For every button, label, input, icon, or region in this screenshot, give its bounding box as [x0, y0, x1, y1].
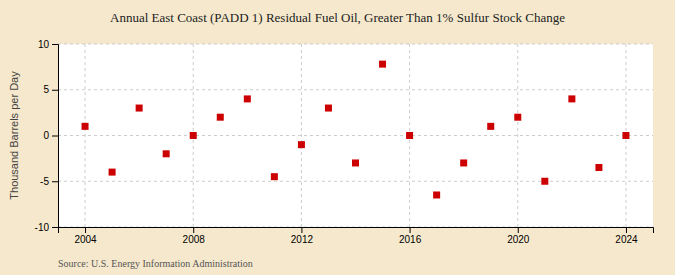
x-axis-tick: 2020: [507, 227, 530, 245]
x-axis-tick-label: 2024: [615, 234, 638, 245]
point: [406, 132, 413, 139]
background: [0, 0, 675, 275]
y-axis-tick-label: -5: [40, 176, 49, 187]
chart: Annual East Coast (PADD 1) Residual Fuel…: [0, 0, 675, 275]
x-axis-tick-mark: [518, 227, 519, 233]
plot-background: [58, 44, 653, 227]
y-axis-tick: 10: [38, 39, 58, 50]
point: [352, 159, 359, 166]
y-axis-tick: -5: [40, 176, 58, 187]
x-axis-tick-mark: [626, 227, 627, 233]
points: [82, 61, 630, 199]
point: [298, 141, 305, 148]
x-axis-tick-label: 2012: [291, 234, 314, 245]
y-axis-tick-label: 5: [43, 84, 49, 95]
grid-line-x: [301, 44, 302, 227]
x-axis-tick-label: 2016: [399, 234, 422, 245]
grid-line-x: [517, 44, 518, 227]
x-axis-tick-label: 2004: [74, 234, 97, 245]
y-axis-line: [52, 45, 59, 228]
point: [514, 114, 521, 121]
x-axis-tick: 2012: [291, 227, 314, 245]
y-axis-tick-mark: [52, 90, 58, 91]
x-axis-tick-mark: [410, 227, 411, 233]
grid: [58, 44, 653, 227]
y-axis-tick-label: -10: [35, 222, 50, 233]
point: [487, 123, 494, 130]
x-axis-tick-mark: [85, 227, 86, 233]
y-axis-tick-mark: [52, 181, 58, 182]
point: [82, 123, 89, 130]
x-axis-tick-label: 2020: [507, 234, 530, 245]
point: [595, 164, 602, 171]
x-axis-tick: 2016: [399, 227, 422, 245]
point: [136, 105, 143, 112]
x-axis-tick-mark: [193, 227, 194, 233]
point: [433, 191, 440, 198]
point: [244, 95, 251, 102]
point: [163, 150, 170, 157]
point: [271, 173, 278, 180]
x-axis-tick: 2008: [183, 227, 206, 245]
point: [190, 132, 197, 139]
grid-line-y: [58, 181, 653, 182]
y-axis: -10 -5 0 5 10: [35, 39, 59, 233]
x-axis-tick-mark: [301, 227, 302, 233]
point: [325, 105, 332, 112]
y-axis-tick-label: 0: [43, 130, 49, 141]
point: [109, 169, 116, 176]
point: [568, 95, 575, 102]
x-axis-tick-label: 2008: [183, 234, 206, 245]
grid-line-y: [58, 44, 653, 45]
x-axis-tick: 2024: [615, 227, 638, 245]
point: [622, 132, 629, 139]
grid-line-y: [58, 89, 653, 90]
title: Annual East Coast (PADD 1) Residual Fuel…: [110, 10, 565, 25]
point: [460, 159, 467, 166]
point: [379, 61, 386, 68]
y-axis-tick: 0: [43, 130, 58, 141]
y-axis-tick-mark: [52, 227, 58, 228]
y-axis-tick: 5: [43, 84, 58, 95]
grid-line-y: [58, 135, 653, 136]
x-axis: 2004 2008 2012 2016 2020 2024: [59, 227, 654, 245]
point: [541, 178, 548, 185]
point: [217, 114, 224, 121]
y-axis-tick-mark: [52, 136, 58, 137]
plot: 2004 2008 2012 2016 2020 2024 -10 -5 0 5 10 Thousan…: [8, 39, 654, 245]
y-axis-tick: -10: [35, 222, 58, 233]
y-axis-tick-label: 10: [38, 39, 50, 50]
x-axis-tick: 2004: [74, 227, 97, 245]
x-axis-line: [59, 228, 654, 234]
y-axis-tick-mark: [52, 44, 58, 45]
source: Source: U.S. Energy Information Administ…: [58, 258, 253, 269]
y-axis-title: Thousand Barrels per Day: [8, 71, 20, 200]
